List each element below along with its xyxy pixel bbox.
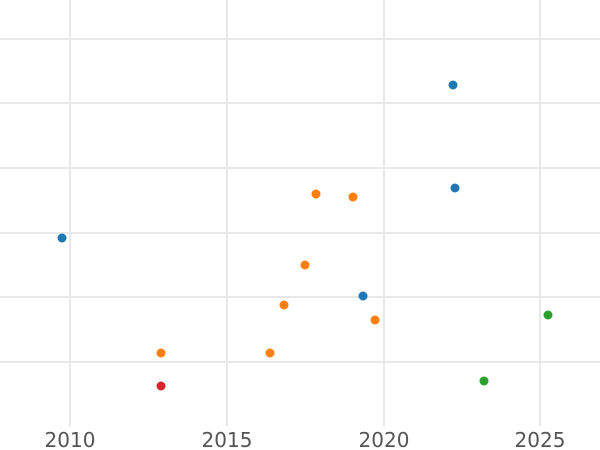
data-point-series-orange xyxy=(156,348,166,358)
horizontal-gridline xyxy=(0,296,600,298)
horizontal-gridline xyxy=(0,102,600,104)
vertical-gridline xyxy=(539,0,541,426)
vertical-gridline xyxy=(69,0,71,426)
data-point-series-orange xyxy=(265,348,275,358)
horizontal-gridline xyxy=(0,361,600,363)
data-point-series-green xyxy=(543,310,553,320)
data-point-series-orange xyxy=(370,315,380,325)
data-point-series-blue xyxy=(358,291,368,301)
vertical-gridline xyxy=(226,0,228,426)
data-point-series-orange xyxy=(348,192,358,202)
data-point-series-red xyxy=(156,381,166,391)
horizontal-gridline xyxy=(0,38,600,40)
vertical-gridline xyxy=(383,0,385,426)
data-point-series-orange xyxy=(300,260,310,270)
data-point-series-orange xyxy=(279,300,289,310)
horizontal-gridline xyxy=(0,167,600,169)
horizontal-gridline xyxy=(0,232,600,234)
data-point-series-blue xyxy=(450,183,460,193)
data-point-series-blue xyxy=(57,233,67,243)
x-tick-label: 2010 xyxy=(44,428,96,450)
x-tick-label: 2025 xyxy=(514,428,566,450)
data-point-series-orange xyxy=(311,189,321,199)
x-tick-label: 2020 xyxy=(358,428,410,450)
data-point-series-green xyxy=(479,376,489,386)
data-point-series-blue xyxy=(448,80,458,90)
x-tick-label: 2015 xyxy=(201,428,253,450)
